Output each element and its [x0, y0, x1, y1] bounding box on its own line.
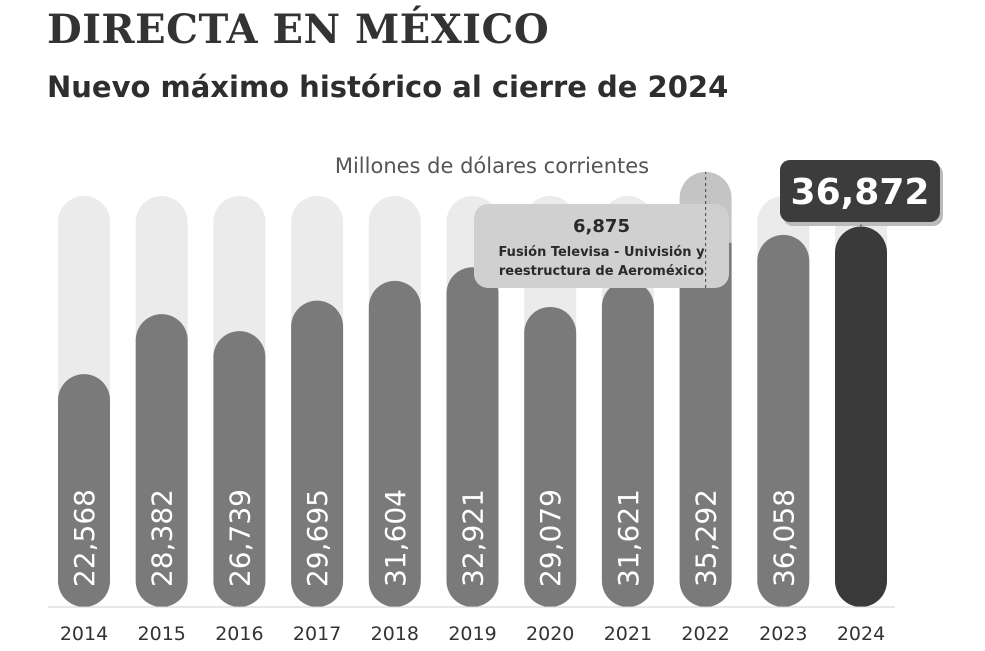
year-label-2023: 2023 [759, 623, 807, 645]
chart-subtitle: Nuevo máximo histórico al cierre de 2024 [47, 70, 729, 104]
bar-2022 [679, 242, 732, 608]
value-label-2014: 22,568 [68, 489, 101, 587]
value-label-2018: 31,604 [379, 489, 412, 587]
year-label-2019: 2019 [448, 623, 496, 645]
highlight-value: 36,872 [791, 172, 930, 213]
y-axis-label: Millones de dólares corrientes [335, 154, 649, 178]
annotation-line-2: reestructura de Aeroméxico [499, 264, 704, 279]
annotation-box [474, 204, 729, 288]
bar-2014 [58, 374, 110, 607]
bar-2016 [213, 331, 266, 608]
bar-2021 [601, 280, 654, 608]
year-label-2014: 2014 [60, 623, 108, 645]
year-label-2016: 2016 [215, 623, 263, 645]
annotation-2022: 6,875 Fusión Televisa - Univisión y reestr… [474, 171, 729, 288]
value-label-2016: 26,739 [223, 489, 256, 587]
bar-2019 [446, 267, 499, 608]
bar-2024 [835, 226, 887, 608]
highlight-box [780, 160, 940, 222]
year-label-2021: 2021 [604, 623, 652, 645]
value-label-2021: 31,621 [612, 489, 645, 587]
bar-2018 [368, 280, 421, 608]
value-label-2015: 28,382 [146, 489, 179, 587]
value-label-2020: 29,079 [534, 489, 567, 587]
year-label-2024: 2024 [837, 623, 885, 645]
highlight-2024: 36,872 [780, 160, 943, 226]
value-label-2022: 35,292 [690, 489, 723, 587]
annotation-line-1: Fusión Televisa - Univisión y [498, 245, 705, 260]
bar-2023 [757, 234, 810, 608]
value-label-2017: 29,695 [301, 489, 334, 587]
year-label-2020: 2020 [526, 623, 574, 645]
bar-2020 [524, 306, 577, 608]
bar-2017 [291, 300, 344, 608]
year-label-2022: 2022 [681, 623, 729, 645]
year-label-2015: 2015 [138, 623, 186, 645]
value-label-2019: 32,921 [457, 489, 490, 587]
value-labels: 22,568 28,382 26,739 29,695 31,604 32,921 29,0… [68, 489, 800, 587]
bar-2015 [135, 314, 188, 608]
year-label-2017: 2017 [293, 623, 341, 645]
annotation-value: 6,875 [573, 216, 630, 237]
chart-title: DIRECTA EN MÉXICO [47, 6, 550, 53]
value-label-2023: 36,058 [767, 489, 800, 587]
year-labels: 2014 2015 2016 2017 2018 2019 2020 2021 2022 2023… [48, 606, 895, 645]
year-label-2018: 2018 [371, 623, 419, 645]
